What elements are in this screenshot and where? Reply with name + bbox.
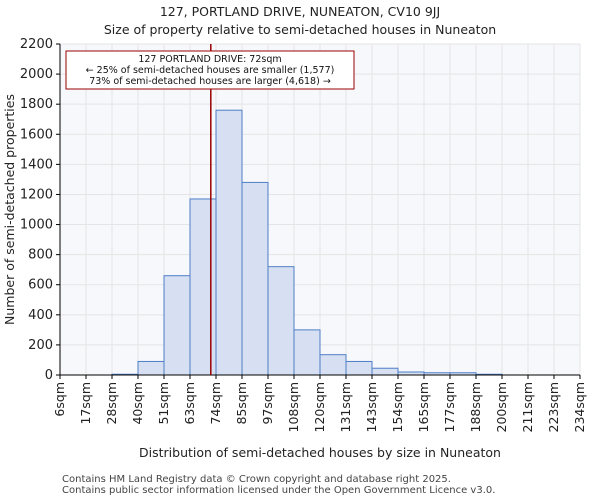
x-tick-label: 51sqm xyxy=(156,382,171,425)
y-tick-label: 600 xyxy=(28,278,53,293)
x-tick-label: 211sqm xyxy=(520,382,535,432)
y-tick-label: 1000 xyxy=(20,218,53,233)
histogram-bar xyxy=(189,198,217,376)
chart-title: 127, PORTLAND DRIVE, NUNEATON, CV10 9JJ xyxy=(159,4,441,19)
histogram-bar xyxy=(163,275,191,376)
y-tick-label: 2000 xyxy=(20,67,53,82)
x-tick-label: 200sqm xyxy=(494,382,509,432)
annotation-line-3: 73% of semi-detached houses are larger (… xyxy=(89,76,331,87)
x-tick-label: 177sqm xyxy=(442,382,457,432)
x-tick-label: 108sqm xyxy=(286,382,301,432)
y-tick-label: 1200 xyxy=(20,187,53,202)
y-tick-label: 0 xyxy=(45,368,53,383)
histogram-bar xyxy=(241,181,269,376)
x-axis-label: Distribution of semi-detached houses by … xyxy=(139,445,501,460)
x-tick-label: 223sqm xyxy=(546,382,561,432)
histogram-bar xyxy=(293,329,321,376)
y-tick-label: 1600 xyxy=(20,127,53,142)
x-tick-label: 143sqm xyxy=(364,382,379,432)
x-tick-label: 28sqm xyxy=(104,382,119,425)
y-tick-label: 200 xyxy=(28,338,53,353)
y-tick-label: 1800 xyxy=(20,97,53,112)
x-tick-label: 154sqm xyxy=(390,382,405,432)
x-tick-label: 97sqm xyxy=(260,382,275,425)
histogram-bar xyxy=(267,266,295,376)
y-axis-label: Number of semi-detached properties xyxy=(2,94,17,325)
chart-subtitle: Size of property relative to semi-detach… xyxy=(103,22,497,37)
annotation-box xyxy=(65,50,355,90)
annotation-line-1: 127 PORTLAND DRIVE: 72sqm xyxy=(138,54,281,65)
x-tick-label: 40sqm xyxy=(130,382,145,425)
histogram-bar xyxy=(345,360,373,376)
histogram-bar xyxy=(371,367,399,376)
annotation-line-2: ← 25% of semi-detached houses are smalle… xyxy=(86,65,335,76)
x-tick-label: 17sqm xyxy=(78,382,93,425)
histogram-bar xyxy=(137,360,165,376)
y-tick-label: 2200 xyxy=(20,37,53,52)
x-tick-label: 120sqm xyxy=(312,382,327,432)
x-tick-label: 74sqm xyxy=(208,382,223,425)
x-tick-label: 85sqm xyxy=(234,382,249,425)
x-tick-label: 131sqm xyxy=(338,382,353,432)
y-tick-label: 1400 xyxy=(20,157,53,172)
x-tick-label: 234sqm xyxy=(572,382,587,432)
footer-line-2: Contains public sector information licen… xyxy=(62,485,496,496)
histogram-bar xyxy=(215,109,243,376)
histogram-bar xyxy=(319,354,347,376)
y-tick-label: 400 xyxy=(28,308,53,323)
x-tick-label: 6sqm xyxy=(52,382,67,417)
y-tick-label: 800 xyxy=(28,248,53,263)
x-tick-label: 188sqm xyxy=(468,382,483,432)
x-tick-label: 165sqm xyxy=(416,382,431,432)
x-tick-label: 63sqm xyxy=(182,382,197,425)
footer-line-1: Contains HM Land Registry data © Crown c… xyxy=(62,474,451,485)
